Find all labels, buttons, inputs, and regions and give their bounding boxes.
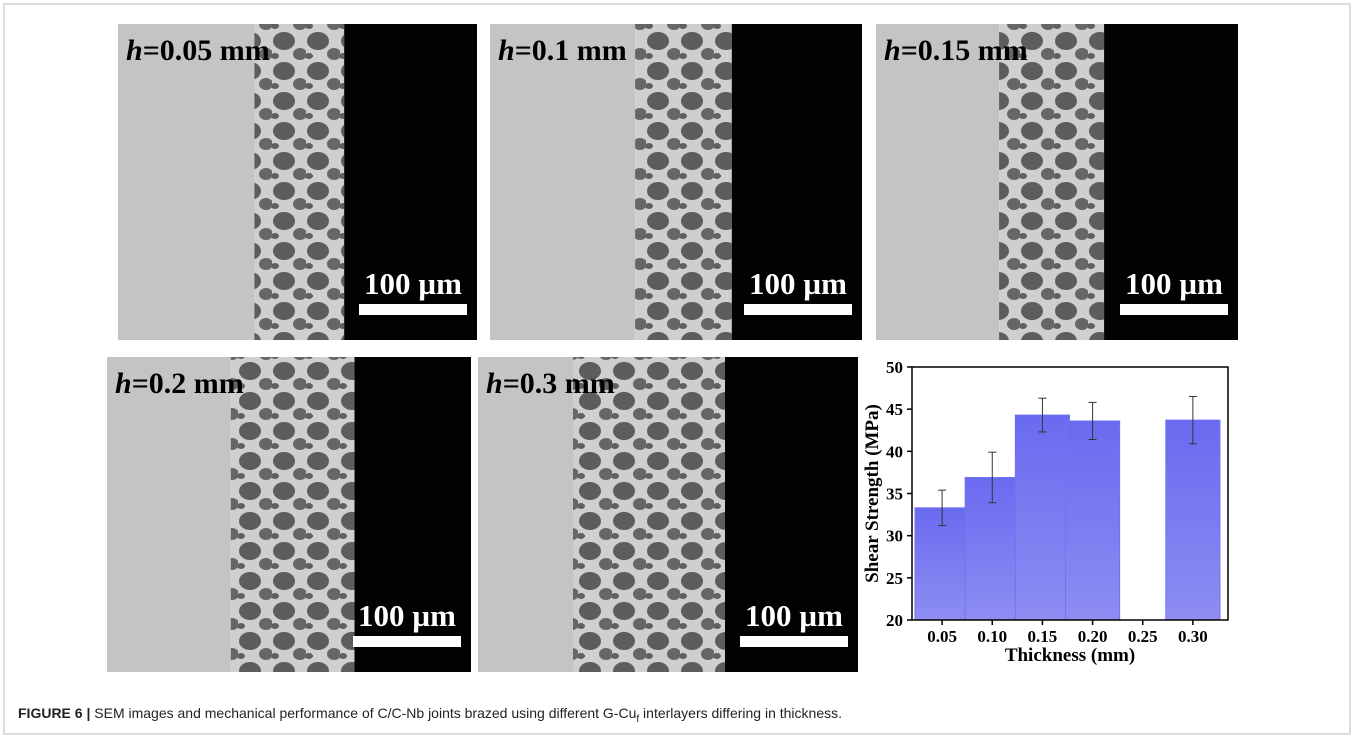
error-bar bbox=[1188, 396, 1197, 445]
y-tick-label: 25 bbox=[886, 569, 903, 588]
y-tick-label: 20 bbox=[886, 611, 903, 630]
panel-label: h=0.3 mm bbox=[486, 367, 615, 400]
y-tick-label: 50 bbox=[886, 358, 903, 377]
scale-bar bbox=[359, 304, 467, 315]
chart: 20 25 30 35 40 45 50 0.05 0.10 0.15 0.20 0.25 0.30 Th… bbox=[862, 358, 1229, 666]
scale-bar bbox=[353, 636, 461, 647]
sem-image: h=0.05 mm 100 µm bbox=[118, 24, 477, 340]
frame bbox=[3, 3, 1351, 735]
background bbox=[354, 357, 471, 672]
x-axis-title: Thickness (mm) bbox=[1005, 645, 1135, 666]
panel-label-text: =0.15 mm bbox=[901, 34, 1028, 67]
bar bbox=[1064, 420, 1121, 621]
panel-label-text: =0.3 mm bbox=[503, 367, 615, 400]
y-axis-title: Shear Strength (MPa) bbox=[862, 404, 883, 583]
bar bbox=[914, 507, 970, 621]
scale-label: 100 µm bbox=[1125, 266, 1223, 301]
y-tick-label: 30 bbox=[886, 527, 903, 546]
background bbox=[725, 357, 858, 672]
x-tick-label: 0.20 bbox=[1078, 627, 1108, 646]
panel-label-text: =0.2 mm bbox=[132, 367, 244, 400]
bar bbox=[1165, 419, 1221, 621]
sem-image: h=0.1 mm 100 µm bbox=[490, 24, 862, 340]
bar bbox=[1014, 414, 1070, 621]
interlayer bbox=[635, 24, 732, 340]
caption-sub: f bbox=[636, 714, 639, 725]
interlayer bbox=[999, 24, 1105, 340]
sem-image: h=0.3 mm 100 µm bbox=[478, 357, 858, 672]
panel-label-text: =0.1 mm bbox=[515, 34, 627, 67]
y-tick-label: 45 bbox=[886, 400, 903, 419]
scale-label: 100 µm bbox=[364, 266, 462, 301]
scale-label: 100 µm bbox=[358, 598, 456, 633]
background bbox=[1104, 24, 1238, 340]
substrate bbox=[876, 24, 1000, 340]
caption: FIGURE 6 | SEM images and mechanical per… bbox=[18, 705, 842, 725]
y-tick-label: 40 bbox=[886, 442, 903, 461]
interlayer bbox=[254, 24, 345, 340]
substrate bbox=[478, 357, 573, 672]
substrate bbox=[118, 24, 255, 340]
interlayer bbox=[230, 357, 355, 672]
sem-image: h=0.15 mm 100 µm bbox=[876, 24, 1238, 340]
caption-tail: interlayers differing in thickness. bbox=[639, 705, 842, 721]
substrate bbox=[490, 24, 636, 340]
caption-text: SEM images and mechanical performance of… bbox=[94, 705, 636, 721]
error-bar bbox=[988, 451, 997, 504]
caption-label: FIGURE 6 | bbox=[18, 705, 90, 721]
panel-label-text: =0.05 mm bbox=[143, 34, 270, 67]
x-tick-label: 0.10 bbox=[977, 627, 1007, 646]
panel-label-var: h bbox=[498, 34, 515, 67]
panel-label: h=0.2 mm bbox=[115, 367, 244, 400]
x-tick-label: 0.25 bbox=[1128, 627, 1158, 646]
substrate bbox=[107, 357, 231, 672]
panel-label-var: h bbox=[884, 34, 901, 67]
background bbox=[731, 24, 862, 340]
sem-image: h=0.2 mm 100 µm bbox=[107, 357, 471, 672]
scale-bar bbox=[744, 304, 852, 315]
scale-label: 100 µm bbox=[745, 598, 843, 633]
panel-label: h=0.05 mm bbox=[126, 34, 270, 67]
background bbox=[344, 24, 477, 340]
x-tick-label: 0.30 bbox=[1178, 627, 1208, 646]
scale-bar bbox=[1120, 304, 1228, 315]
panel-label: h=0.1 mm bbox=[498, 34, 627, 67]
error-bar bbox=[938, 489, 947, 527]
x-tick-label: 0.15 bbox=[1028, 627, 1058, 646]
scale-bar bbox=[740, 636, 848, 647]
error-bar bbox=[1088, 401, 1097, 441]
panel-label-var: h bbox=[115, 367, 132, 400]
error-bar bbox=[1038, 397, 1047, 433]
interlayer bbox=[573, 357, 725, 672]
x-tick-label: 0.05 bbox=[927, 627, 957, 646]
panel-label: h=0.15 mm bbox=[884, 34, 1028, 67]
scale-label: 100 µm bbox=[749, 266, 847, 301]
panel-label-var: h bbox=[126, 34, 143, 67]
y-tick-label: 35 bbox=[886, 485, 903, 504]
panel-label-var: h bbox=[486, 367, 503, 400]
